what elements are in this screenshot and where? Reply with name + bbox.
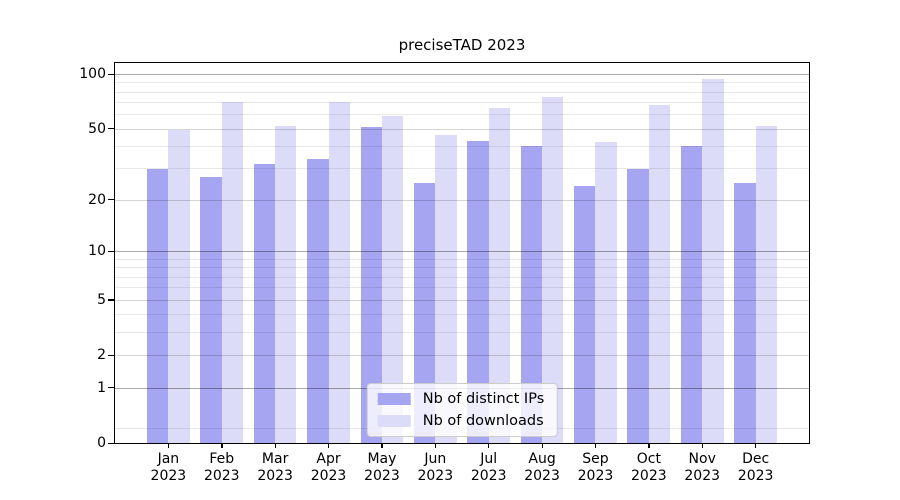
gridline-minor <box>115 332 809 334</box>
y-axis-tick-label: 1 <box>97 379 106 396</box>
bar-distinct-ips <box>734 182 756 443</box>
bar-downloads <box>328 102 350 443</box>
x-axis-tick-mark <box>434 443 437 448</box>
bar-distinct-ips <box>574 185 596 443</box>
x-axis-tick-mark <box>328 443 330 448</box>
gridline-minor <box>115 314 809 316</box>
gridline-minor <box>115 114 809 116</box>
legend: Nb of distinct IPs Nb of downloads <box>366 383 558 437</box>
chart-title: preciseTAD 2023 <box>398 36 526 54</box>
x-axis-tick-label: May 2023 <box>364 451 400 484</box>
x-axis-tick-label: Jul 2023 <box>470 451 507 484</box>
bar-downloads <box>275 125 297 443</box>
x-axis-tick-label: Aug 2023 <box>524 451 560 484</box>
y-axis-tick-mark <box>108 128 114 130</box>
bar-downloads <box>755 125 777 443</box>
x-axis-tick-label: Jun 2023 <box>417 451 454 484</box>
bar-downloads <box>221 102 244 443</box>
plot-area: Nb of distinct IPs Nb of downloads <box>114 62 810 444</box>
gridline-decade <box>115 251 809 253</box>
y-axis-tick-mark <box>108 299 114 301</box>
gridline-minor <box>115 287 809 289</box>
y-axis-tick-mark <box>108 387 114 389</box>
gridline-major <box>115 199 809 201</box>
gridline-minor <box>115 276 809 278</box>
gridline-minor <box>115 91 809 93</box>
x-axis-tick-mark <box>594 443 597 448</box>
gridline-minor <box>115 102 809 104</box>
bar-distinct-ips <box>147 168 169 443</box>
x-axis-tick-label: Jan 2023 <box>150 451 187 484</box>
bar-downloads <box>542 96 564 443</box>
bar-distinct-ips <box>253 163 276 443</box>
bar-distinct-ips <box>680 146 703 443</box>
bar-distinct-ips <box>627 168 649 443</box>
y-axis-tick-label: 20 <box>88 191 106 208</box>
x-axis-tick-mark <box>648 443 650 448</box>
y-axis-tick-label: 5 <box>97 291 106 308</box>
gridline-minor <box>115 258 809 260</box>
x-axis-tick-mark <box>755 443 757 448</box>
y-axis-tick-mark <box>108 199 114 201</box>
x-axis-tick-label: Mar 2023 <box>257 451 293 484</box>
bar-downloads <box>168 130 190 443</box>
legend-label-distinct-ips: Nb of distinct IPs <box>422 391 545 407</box>
y-axis-tick-mark <box>108 250 114 253</box>
y-axis-tick-label: 100 <box>79 66 106 83</box>
bar-distinct-ips <box>520 146 543 443</box>
x-axis-tick-mark <box>221 443 223 448</box>
y-axis-tick-mark <box>108 354 114 356</box>
x-axis-tick-label: Sep 2023 <box>577 451 614 484</box>
bar-downloads <box>381 115 404 443</box>
x-axis-tick-mark <box>274 443 276 448</box>
legend-label-downloads: Nb of downloads <box>422 413 544 429</box>
gridline-major <box>115 299 809 301</box>
x-axis-tick-mark <box>701 443 704 448</box>
y-axis-tick-label: 50 <box>88 120 106 137</box>
x-axis-tick-label: Oct 2023 <box>631 451 667 484</box>
x-axis-tick-mark <box>488 443 490 448</box>
y-axis-tick-label: 10 <box>88 243 106 260</box>
x-axis-tick-label: Dec 2023 <box>737 451 774 484</box>
bar-distinct-ips <box>200 176 222 443</box>
gridline-major <box>115 128 809 130</box>
x-axis-tick-mark <box>167 443 170 448</box>
gridline-major <box>115 355 809 357</box>
legend-item-downloads: Nb of downloads <box>377 413 545 429</box>
x-axis-tick-label: Feb 2023 <box>203 451 240 484</box>
gridline-minor <box>115 267 809 269</box>
y-axis-tick-mark <box>108 442 114 444</box>
bar-distinct-ips <box>307 158 329 443</box>
legend-item-distinct-ips: Nb of distinct IPs <box>377 391 545 407</box>
x-axis-tick-mark <box>541 443 543 448</box>
bar-distinct-ips <box>467 140 489 443</box>
bar-downloads <box>648 104 671 443</box>
bar-downloads <box>595 142 617 443</box>
bar-downloads <box>435 135 457 443</box>
gridline-minor <box>115 146 809 148</box>
y-axis-tick-label: 0 <box>97 435 106 451</box>
gridline-minor <box>115 82 809 84</box>
y-axis-tick-label: 2 <box>97 347 106 364</box>
bar-downloads <box>702 78 724 443</box>
y-axis-tick-mark <box>108 73 114 75</box>
bar-downloads <box>488 108 511 443</box>
x-axis-tick-mark <box>381 443 383 448</box>
legend-swatch-distinct-ips <box>377 393 411 405</box>
bar-distinct-ips <box>413 182 436 443</box>
legend-swatch-downloads <box>377 415 411 427</box>
bar-distinct-ips <box>360 127 382 443</box>
x-axis-tick-label: Nov 2023 <box>684 451 721 484</box>
gridline-decade <box>115 74 809 76</box>
x-axis-tick-label: Apr 2023 <box>310 451 347 484</box>
gridline-minor <box>115 168 809 170</box>
